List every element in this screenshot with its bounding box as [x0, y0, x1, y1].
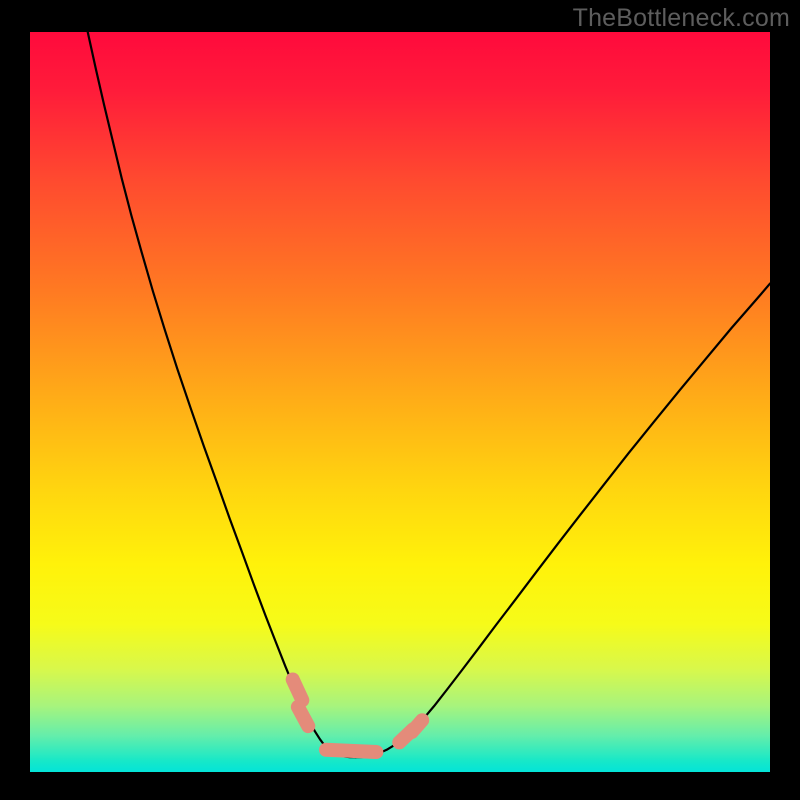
bottleneck-curve-chart: [30, 32, 770, 772]
highlight-mark-0: [293, 680, 303, 701]
highlight-mark-4: [412, 720, 422, 732]
highlight-mark-1: [298, 707, 308, 726]
gradient-background: [30, 32, 770, 772]
highlight-mark-2: [326, 750, 376, 752]
watermark-text: TheBottleneck.com: [573, 4, 790, 33]
chart-stage: TheBottleneck.com: [0, 0, 800, 800]
